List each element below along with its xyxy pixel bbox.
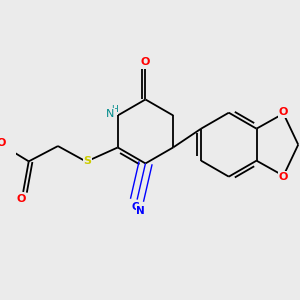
Text: C: C [132,202,140,212]
Text: O: O [141,57,150,67]
Text: O: O [0,138,6,148]
Text: O: O [278,172,288,182]
Text: H: H [111,105,117,114]
Text: O: O [17,194,26,204]
Text: N: N [136,206,145,216]
Text: S: S [83,156,91,167]
Text: O: O [278,107,288,117]
Text: N: N [106,109,114,119]
